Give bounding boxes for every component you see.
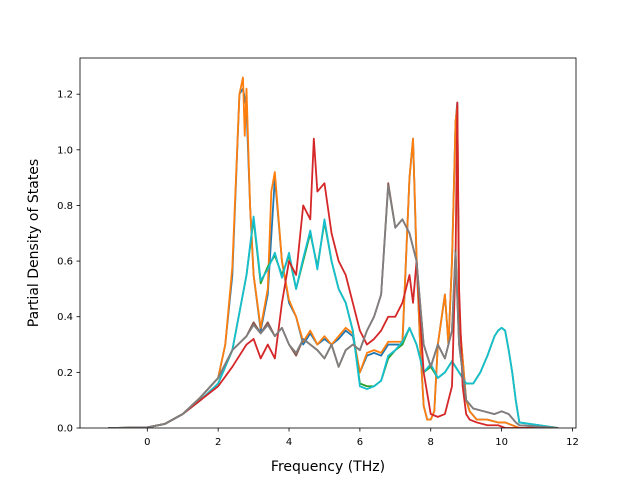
y-tick-label: 0.2 bbox=[57, 368, 73, 379]
y-axis-label: Partial Density of States bbox=[26, 159, 42, 327]
x-tick-label: 2 bbox=[215, 437, 221, 448]
series-line-2 bbox=[108, 76, 559, 428]
x-tick-label: 4 bbox=[286, 437, 292, 448]
series-line-1 bbox=[108, 87, 559, 428]
series-line-5 bbox=[108, 101, 559, 428]
y-tick-label: 0.4 bbox=[57, 312, 73, 323]
x-tick-label: 0 bbox=[144, 437, 150, 448]
y-axis-ticks: 0.0 0.2 0.4 0.6 0.8 1.0 1.2 bbox=[57, 90, 80, 435]
plot-frame bbox=[79, 57, 577, 429]
series-group bbox=[108, 76, 559, 428]
x-tick-label: 6 bbox=[357, 437, 363, 448]
y-tick-label: 1.0 bbox=[57, 145, 73, 156]
series-line-4 bbox=[108, 215, 559, 428]
x-axis-ticks: 0 2 4 6 8 10 12 bbox=[144, 428, 579, 448]
x-tick-label: 12 bbox=[566, 437, 579, 448]
x-tick-label: 10 bbox=[495, 437, 508, 448]
series-line-7 bbox=[108, 185, 559, 428]
y-tick-label: 0.0 bbox=[57, 424, 73, 435]
series-line-6 bbox=[108, 182, 559, 428]
y-tick-label: 1.2 bbox=[57, 90, 73, 101]
x-axis-label: Frequency (THz) bbox=[271, 459, 385, 475]
y-tick-label: 0.6 bbox=[57, 257, 73, 268]
x-tick-label: 8 bbox=[428, 437, 434, 448]
series-line-3 bbox=[108, 218, 559, 428]
y-tick-label: 0.8 bbox=[57, 201, 73, 212]
